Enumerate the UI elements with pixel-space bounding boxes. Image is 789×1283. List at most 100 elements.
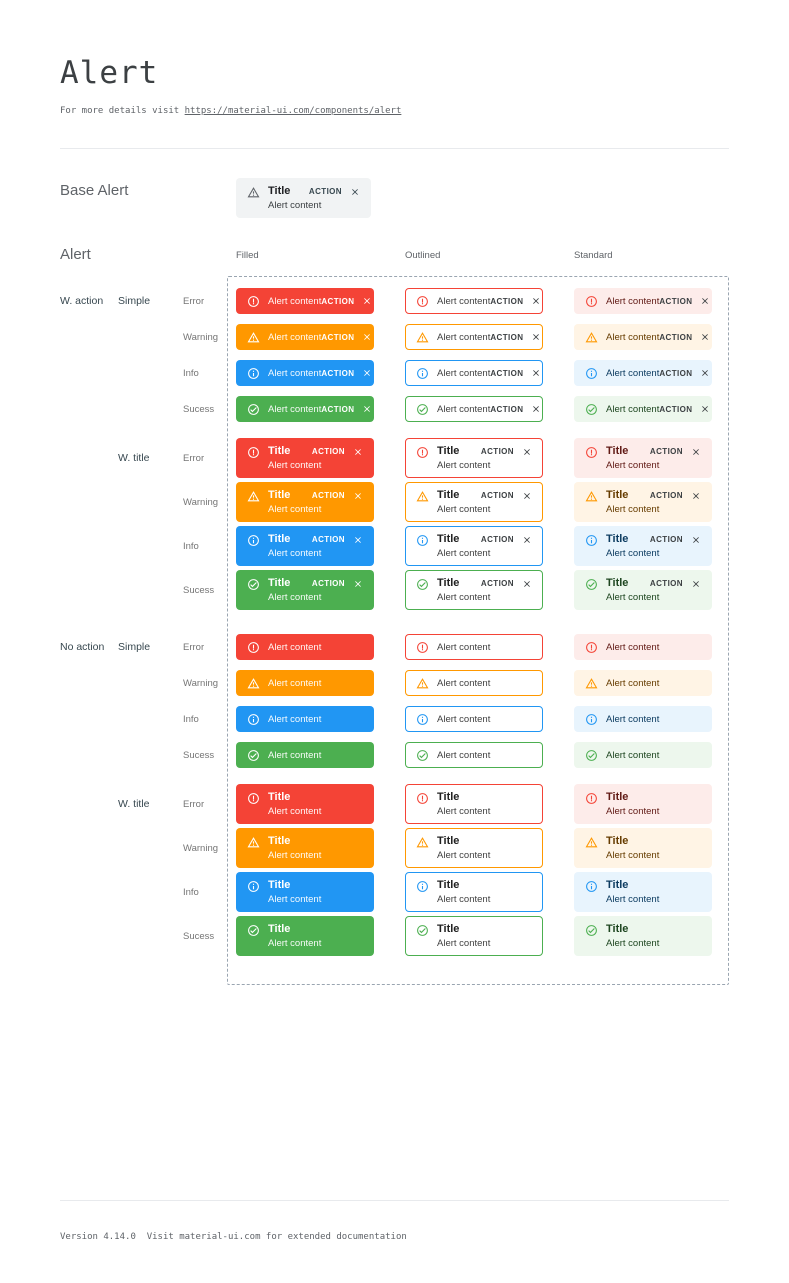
- alert-content: Alert content: [606, 331, 660, 343]
- close-button[interactable]: [362, 332, 372, 342]
- info-circle-icon: [247, 367, 260, 380]
- alert-content: Alert content: [437, 460, 491, 471]
- alert-body: Title Alert content: [606, 577, 659, 603]
- close-button[interactable]: [362, 368, 372, 378]
- alert-title: Title: [606, 533, 629, 545]
- action-button[interactable]: ACTION: [321, 332, 355, 342]
- info-circle-icon: [417, 713, 428, 725]
- action-button[interactable]: ACTION: [308, 187, 342, 196]
- close-button[interactable]: [350, 187, 360, 197]
- alert-title: Title: [606, 577, 629, 589]
- action-button[interactable]: ACTION: [490, 296, 524, 306]
- close-button[interactable]: [531, 404, 541, 414]
- close-button[interactable]: [691, 447, 701, 457]
- alert-content: Alert content: [437, 548, 491, 559]
- success-alert-filled: Alert content ACTION: [236, 396, 374, 422]
- error-alert-standard: Title Alert content: [574, 784, 712, 824]
- action-button[interactable]: ACTION: [321, 404, 355, 414]
- action-button[interactable]: ACTION: [649, 579, 683, 588]
- close-button[interactable]: [691, 579, 701, 589]
- spacer-cell: [60, 706, 118, 732]
- success-check-icon: [585, 924, 598, 937]
- close-button[interactable]: [522, 535, 532, 545]
- action-button[interactable]: ACTION: [490, 332, 524, 342]
- action-button[interactable]: ACTION: [480, 447, 514, 456]
- action-button[interactable]: ACTION: [649, 491, 683, 500]
- info-circle-icon: [586, 367, 597, 379]
- spacer-cell: [60, 482, 118, 522]
- info-circle-icon: [417, 367, 428, 379]
- action-button[interactable]: ACTION: [311, 491, 345, 500]
- close-button[interactable]: [691, 535, 701, 545]
- warning-alert-filled: Alert content ACTION: [236, 324, 374, 350]
- action-button[interactable]: ACTION: [321, 368, 355, 378]
- action-button[interactable]: ACTION: [649, 535, 683, 544]
- action-button[interactable]: ACTION: [480, 579, 514, 588]
- warning-triangle-icon: [585, 836, 598, 849]
- close-button[interactable]: [531, 368, 541, 378]
- action-button[interactable]: ACTION: [490, 368, 524, 378]
- close-button[interactable]: [700, 404, 710, 414]
- success-alert-standard: Title Alert content ACTION: [574, 570, 712, 610]
- error-alert-filled: Alert content ACTION: [236, 288, 374, 314]
- close-button[interactable]: [522, 491, 532, 501]
- close-button[interactable]: [353, 447, 363, 457]
- close-button[interactable]: [531, 296, 541, 306]
- action-button[interactable]: ACTION: [659, 404, 693, 414]
- column-header-standard: Standard: [574, 250, 613, 261]
- action-button[interactable]: ACTION: [480, 535, 514, 544]
- subtitle-link[interactable]: https://material-ui.com/components/alert: [184, 105, 402, 116]
- action-button[interactable]: ACTION: [321, 296, 355, 306]
- close-button[interactable]: [700, 296, 710, 306]
- close-icon: [693, 581, 699, 587]
- column-header-filled: Filled: [236, 250, 259, 261]
- subgroup-w-action-w-title: W. title Error Title Alert content ACTION Tit…: [60, 438, 729, 610]
- close-button[interactable]: [522, 447, 532, 457]
- alert-content: Alert content: [606, 713, 660, 725]
- severity-label-success: Sucess: [183, 930, 215, 942]
- close-button[interactable]: [362, 296, 372, 306]
- info-alert-outlined: Title Alert content: [405, 872, 543, 912]
- close-button[interactable]: [362, 404, 372, 414]
- close-button[interactable]: [700, 368, 710, 378]
- success-check-icon: [416, 403, 429, 416]
- alert-content: Alert content: [606, 460, 660, 471]
- success-check-icon: [247, 403, 260, 416]
- close-button[interactable]: [353, 579, 363, 589]
- error-alert-standard: Alert content: [574, 634, 712, 660]
- action-button[interactable]: ACTION: [311, 535, 345, 544]
- action-button[interactable]: ACTION: [490, 404, 524, 414]
- close-icon: [702, 298, 709, 304]
- action-button[interactable]: ACTION: [659, 296, 693, 306]
- action-button[interactable]: ACTION: [659, 332, 693, 342]
- action-button[interactable]: ACTION: [480, 491, 514, 500]
- info-alert-filled: Title Alert content: [236, 872, 374, 912]
- success-alert-standard: Title Alert content: [574, 916, 712, 956]
- alert-content: Alert content: [437, 641, 491, 653]
- close-button[interactable]: [353, 535, 363, 545]
- action-button[interactable]: ACTION: [659, 368, 693, 378]
- action-button[interactable]: ACTION: [311, 447, 345, 456]
- alert-content: Alert content: [268, 295, 322, 307]
- header: Alert For more details visit https://mat…: [0, 0, 789, 116]
- action-button[interactable]: ACTION: [649, 447, 683, 456]
- close-button[interactable]: [691, 491, 701, 501]
- alert-row: Warning Alert content Alert content Alert c…: [60, 670, 729, 696]
- alert-content: Alert content: [437, 403, 491, 415]
- warning-alert-standard: Title Alert content ACTION: [574, 482, 712, 522]
- close-icon: [524, 449, 530, 455]
- close-button[interactable]: [353, 491, 363, 501]
- close-button[interactable]: [531, 332, 541, 342]
- spacer-cell: [60, 324, 118, 350]
- spacer-cell: [60, 438, 118, 478]
- severity-label-error: Error: [183, 641, 205, 653]
- close-button[interactable]: [700, 332, 710, 342]
- action-button[interactable]: ACTION: [311, 579, 345, 588]
- alert-title: Title: [437, 489, 460, 501]
- close-button[interactable]: [522, 579, 532, 589]
- spacer-cell: [60, 670, 118, 696]
- success-check-icon: [247, 749, 260, 762]
- alert-body: Title Alert content: [437, 923, 490, 949]
- alert-title: Title: [268, 791, 291, 803]
- warning-triangle-icon: [247, 331, 260, 344]
